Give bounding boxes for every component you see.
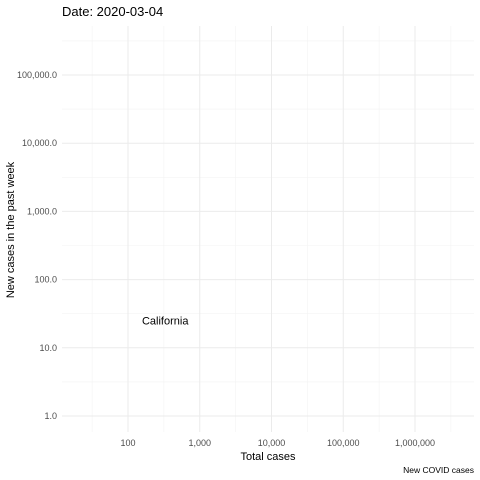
- y-axis-tick-labels: 1.0 10.0 100.0 1,000.0 10,000.0 100,000.0: [17, 70, 57, 421]
- x-axis-tick-labels: 100 1,000 10,000 100,000 1,000,000: [120, 438, 435, 448]
- point-label: California: [142, 316, 189, 328]
- x-tick-label: 1,000: [188, 438, 211, 448]
- data-points: California: [142, 316, 189, 328]
- major-gridlines: [62, 26, 474, 432]
- y-tick-label: 10,000.0: [22, 138, 57, 148]
- x-tick-label: 10,000: [258, 438, 286, 448]
- y-tick-label: 1.0: [44, 411, 57, 421]
- x-tick-label: 100: [120, 438, 135, 448]
- y-tick-label: 100.0: [34, 275, 57, 285]
- x-tick-label: 1,000,000: [395, 438, 435, 448]
- y-tick-label: 100,000.0: [17, 70, 57, 80]
- y-tick-label: 10.0: [39, 343, 57, 353]
- y-tick-label: 1,000.0: [27, 206, 57, 216]
- minor-gridlines: [62, 26, 474, 432]
- x-axis-title: Total cases: [240, 451, 296, 463]
- y-axis-title: New cases in the past week: [5, 161, 17, 298]
- chart-caption: New COVID cases: [403, 465, 474, 475]
- chart-title: Date: 2020-03-04: [62, 4, 163, 19]
- x-tick-label: 100,000: [327, 438, 360, 448]
